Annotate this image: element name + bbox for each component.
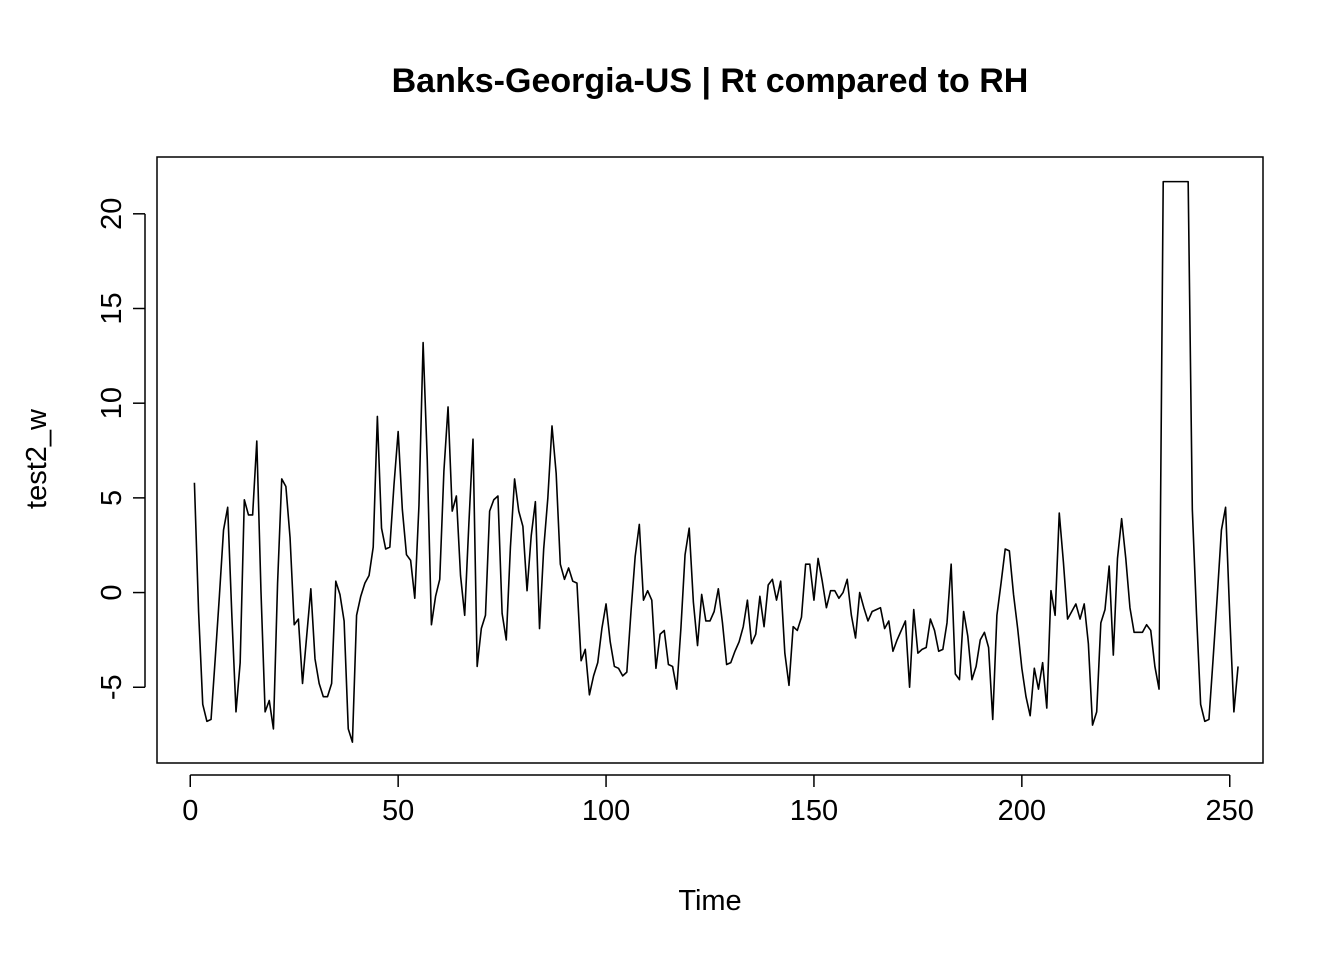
- x-tick-label: 150: [790, 795, 838, 827]
- y-tick-label: 20: [96, 198, 128, 230]
- x-tick-label: 200: [998, 795, 1046, 827]
- x-axis: 0 50 100 150 200 250: [182, 775, 1254, 827]
- x-tick-label: 250: [1206, 795, 1254, 827]
- y-tick-label: 15: [96, 292, 128, 324]
- y-tick-label: 10: [96, 387, 128, 419]
- y-tick-label: -5: [96, 674, 128, 700]
- y-axis-label: test2_w: [21, 408, 53, 509]
- y-axis: -5 0 5 10 15 20: [96, 198, 145, 700]
- x-tick-label: 100: [582, 795, 630, 827]
- x-axis-label: Time: [678, 885, 741, 917]
- plot-frame: [157, 157, 1263, 763]
- series-line: [194, 182, 1238, 743]
- chart-title: Banks-Georgia-US | Rt compared to RH: [392, 62, 1029, 100]
- series-layer: [194, 182, 1238, 743]
- x-tick-label: 50: [382, 795, 414, 827]
- y-tick-label: 0: [96, 584, 128, 600]
- x-tick-label: 0: [182, 795, 198, 827]
- y-tick-label: 5: [96, 490, 128, 506]
